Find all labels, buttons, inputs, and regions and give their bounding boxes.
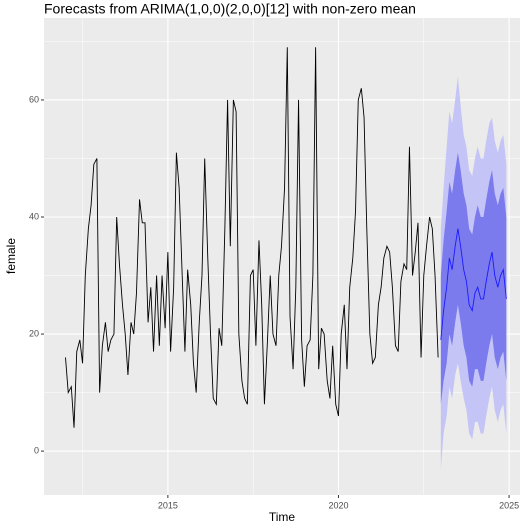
forecast-line — [440, 228, 507, 340]
x-tick-label: 2025 — [499, 500, 519, 510]
chart-title: Forecasts from ARIMA(1,0,0)(2,0,0)[12] w… — [44, 1, 416, 17]
y-axis-label: female — [4, 238, 18, 274]
history-line — [65, 47, 439, 428]
y-tick-label: 20 — [29, 328, 39, 338]
x-tick-label: 2015 — [158, 500, 178, 510]
x-axis-label: Time — [269, 510, 296, 524]
interval-80 — [440, 152, 507, 405]
x-tick-label: 2020 — [328, 500, 348, 510]
y-tick-label: 40 — [29, 211, 39, 221]
plot-panel — [44, 18, 520, 495]
y-tick-label: 60 — [29, 94, 39, 104]
y-tick-label: 0 — [34, 445, 39, 455]
